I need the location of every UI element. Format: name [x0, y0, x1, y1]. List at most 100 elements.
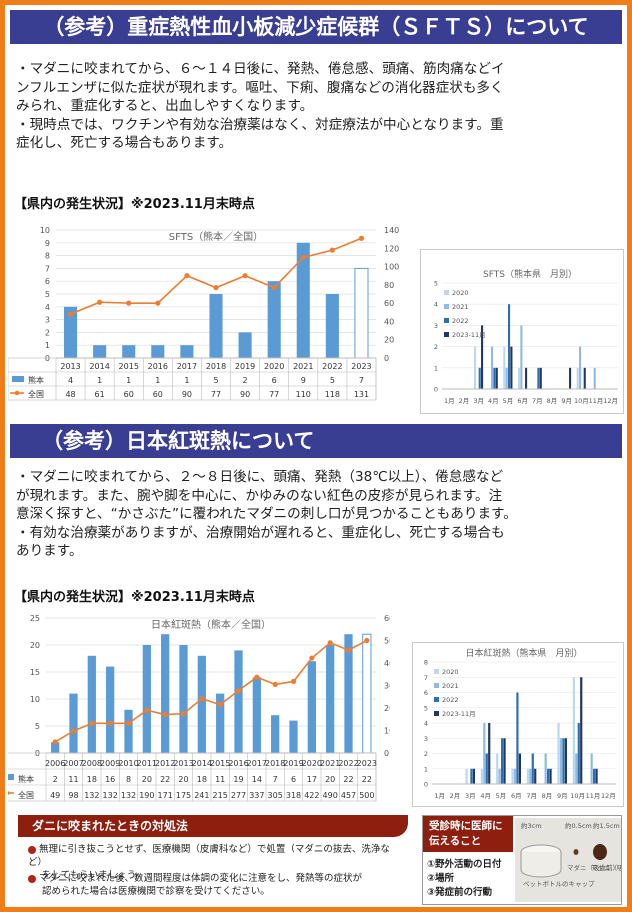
- category-tick-label: 2022: [338, 759, 358, 768]
- left-axis-tick-label: 10: [30, 695, 40, 704]
- data-label-熊本: 2: [53, 775, 58, 784]
- data-label-全国: 90: [182, 390, 192, 399]
- bar-熊本: [252, 677, 261, 753]
- point-全国: [213, 285, 219, 291]
- category-tick-label: 2017: [177, 362, 197, 371]
- y-axis-tick-label: 3: [434, 322, 438, 330]
- bite-advice-item-2: マダニに咬まれた後、数週間程度は体調の変化に注意をし、発熱等の症状が 認められた…: [28, 872, 398, 898]
- data-label-全国: 132: [84, 791, 99, 800]
- doctor-info-box: 受診時に医師に 伝えること ①野外活動の日付 ②場所 ③発症前の行動 約3cm …: [422, 815, 622, 905]
- photo-label-tick-large: 約1.5cm: [593, 821, 620, 830]
- left-axis-tick-label: 6: [45, 277, 50, 286]
- left-axis-tick-label: 20: [30, 641, 40, 650]
- point-全国: [184, 273, 190, 279]
- data-label-全国: 90: [240, 390, 250, 399]
- category-tick-label: 2014: [192, 759, 212, 768]
- bar-2021: [529, 768, 532, 784]
- bar-熊本: [325, 294, 339, 358]
- tick-fed-icon: [593, 844, 607, 860]
- point-全国: [217, 702, 223, 708]
- bar-2023-11月: [481, 325, 484, 389]
- data-label-全国: 190: [139, 791, 154, 800]
- category-tick-label: 11月: [589, 397, 604, 405]
- data-label-全国: 110: [296, 390, 311, 399]
- legend-label-全国: 全国: [18, 790, 34, 800]
- sfts-para2-line2: 症化し、死亡する場合もあります。: [16, 135, 233, 151]
- data-label-熊本: 4: [68, 376, 73, 385]
- y-axis-tick-label: 4: [424, 720, 428, 728]
- point-全国: [242, 273, 248, 279]
- chart-title: 日本紅斑熱（熊本／全国）: [151, 618, 271, 631]
- doctor-item-2: ②場所: [427, 873, 455, 884]
- legend-label-熊本: 熊本: [28, 375, 44, 385]
- bar-熊本: [267, 281, 281, 358]
- bar-2020: [526, 768, 529, 784]
- category-tick-label: 7月: [532, 397, 543, 405]
- bar-2020: [496, 753, 499, 784]
- data-label-全国: 490: [323, 791, 338, 800]
- right-axis-tick-label: 300: [384, 682, 390, 691]
- data-label-全国: 457: [341, 791, 356, 800]
- category-tick-label: 2007: [63, 759, 83, 768]
- data-label-熊本: 5: [213, 376, 218, 385]
- sfts-title: （参考）重症熱性血小板減少症候群（ＳＦＴＳ）について: [43, 15, 589, 39]
- bar-熊本: [344, 634, 353, 753]
- category-tick-label: 2023: [357, 759, 377, 768]
- category-tick-label: 5月: [503, 397, 514, 405]
- legend-label-2023-11月: 2023-11月: [452, 331, 486, 339]
- left-axis-tick-label: 15: [30, 668, 40, 677]
- bar-2020: [473, 346, 477, 389]
- left-axis-tick-label: 0: [45, 354, 50, 363]
- bar-2022: [485, 753, 488, 784]
- data-label-全国: 500: [359, 791, 374, 800]
- bar-熊本: [307, 661, 316, 753]
- bar-2023-11月: [583, 367, 586, 389]
- y-axis-tick-label: 4: [434, 301, 438, 309]
- bar-2022: [547, 768, 550, 784]
- y-axis-tick-label: 6: [424, 689, 428, 697]
- bar-熊本: [271, 715, 280, 753]
- left-axis-tick-label: 5: [35, 722, 40, 731]
- point-全国: [364, 637, 370, 644]
- right-axis-tick-label: 400: [384, 659, 390, 668]
- right-axis-tick-label: 120: [384, 244, 399, 253]
- right-axis-tick-label: 100: [384, 263, 399, 272]
- data-label-熊本: 22: [343, 775, 353, 784]
- category-tick-label: 6月: [517, 397, 528, 405]
- data-label-全国: 131: [354, 390, 369, 399]
- category-tick-label: 1月: [444, 397, 455, 405]
- data-label-熊本: 18: [87, 775, 97, 784]
- data-label-熊本: 20: [325, 775, 335, 784]
- bite-item1-line1: 無理に引き抜こうとせず、医療機関（皮膚科など）で処置（マダニの抜去、洗浄など）: [28, 844, 390, 868]
- bar-2021: [498, 768, 501, 784]
- bar-2023-11月: [539, 367, 542, 389]
- data-label-熊本: 1: [97, 376, 102, 385]
- bar-熊本: [296, 242, 310, 358]
- category-tick-label: 2009: [100, 759, 120, 768]
- point-全国: [290, 678, 297, 685]
- category-tick-label: 2015: [119, 362, 139, 371]
- category-tick-label: 12月: [603, 397, 618, 405]
- legend-swatch-2022: [434, 697, 439, 702]
- data-label-熊本: 18: [197, 775, 207, 784]
- category-tick-label: 2018: [265, 759, 285, 768]
- bar-2023-11月: [503, 738, 506, 784]
- data-label-全国: 77: [211, 390, 221, 399]
- right-axis-tick-label: 100: [384, 727, 390, 736]
- bar-熊本: [64, 306, 78, 358]
- bar-2023-11月: [549, 768, 552, 784]
- point-全国: [125, 720, 132, 726]
- jsf-para1-line1: ・マダニに咬まれてから、２～８日後に、頭痛、発熱（38℃以上）、倦怠感など: [16, 469, 504, 485]
- data-label-熊本: 6: [272, 376, 277, 385]
- sfts-para1-line2: ンフルエンザに似た症状が現れます。嘔吐、下痢、腹痛などの消化器症状も多く: [16, 79, 504, 96]
- left-axis-tick-label: 2: [45, 328, 50, 337]
- bar-2022: [508, 304, 511, 389]
- jsf-title: （参考）日本紅斑熱について: [42, 429, 315, 453]
- tick-unfed-icon: [573, 849, 579, 855]
- bar-2023-11月: [580, 677, 583, 784]
- bar-2023-11月: [472, 768, 475, 784]
- data-label-熊本: 22: [362, 775, 372, 784]
- bottle-cap-side: [520, 852, 562, 878]
- left-axis-tick-label: 1: [45, 341, 50, 350]
- legend-label-2022: 2022: [442, 696, 459, 704]
